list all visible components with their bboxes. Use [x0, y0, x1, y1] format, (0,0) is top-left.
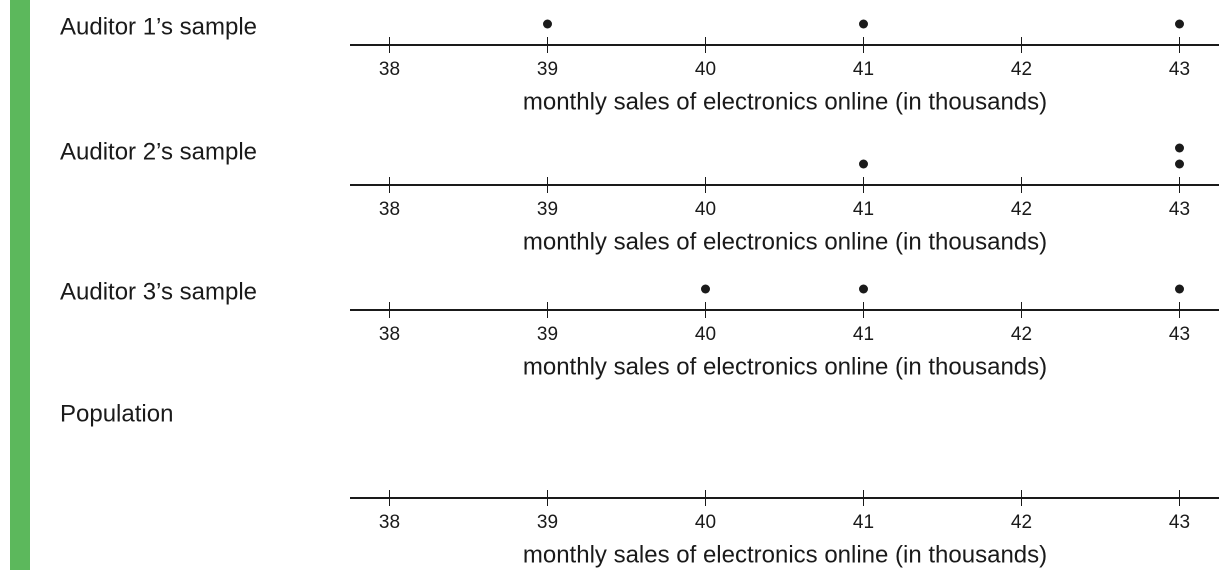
x-tick-label: 43 — [1169, 59, 1190, 80]
x-tick-label: 42 — [1011, 199, 1032, 220]
x-tick-label: 40 — [695, 59, 716, 80]
x-tick-label: 39 — [537, 324, 558, 345]
x-tick-label: 41 — [853, 199, 874, 220]
x-tick-label: 40 — [695, 199, 716, 220]
x-axis-label: monthly sales of electronics online (in … — [523, 88, 1047, 115]
plot-title: Auditor 3’s sample — [60, 278, 257, 305]
x-tick-label: 38 — [379, 199, 400, 220]
x-tick-label: 42 — [1011, 512, 1032, 533]
x-axis-label: monthly sales of electronics online (in … — [523, 353, 1047, 380]
dot — [859, 19, 868, 29]
x-tick-label: 41 — [853, 512, 874, 533]
dot — [1175, 159, 1184, 169]
accent-bar — [10, 0, 30, 570]
x-tick-label: 38 — [379, 512, 400, 533]
x-tick-label: 39 — [537, 512, 558, 533]
dot — [1175, 284, 1184, 294]
dot — [701, 284, 710, 294]
x-tick-label: 40 — [695, 324, 716, 345]
x-tick-label: 43 — [1169, 512, 1190, 533]
plot-title: Population — [60, 400, 173, 427]
x-tick-label: 43 — [1169, 199, 1190, 220]
x-axis-label: monthly sales of electronics online (in … — [523, 228, 1047, 255]
x-tick-label: 40 — [695, 512, 716, 533]
x-tick-label: 42 — [1011, 59, 1032, 80]
dot — [1175, 19, 1184, 29]
plot-title: Auditor 1’s sample — [60, 13, 257, 40]
x-tick-label: 41 — [853, 324, 874, 345]
x-tick-label: 41 — [853, 59, 874, 80]
x-tick-label: 43 — [1169, 324, 1190, 345]
plot-title: Auditor 2’s sample — [60, 138, 257, 165]
x-tick-label: 39 — [537, 59, 558, 80]
x-tick-label: 39 — [537, 199, 558, 220]
x-tick-label: 38 — [379, 59, 400, 80]
dot — [543, 19, 552, 29]
x-axis-label: monthly sales of electronics online (in … — [523, 541, 1047, 568]
dot — [859, 159, 868, 169]
x-tick-label: 38 — [379, 324, 400, 345]
dot — [1175, 143, 1184, 153]
dot — [859, 284, 868, 294]
x-tick-label: 42 — [1011, 324, 1032, 345]
